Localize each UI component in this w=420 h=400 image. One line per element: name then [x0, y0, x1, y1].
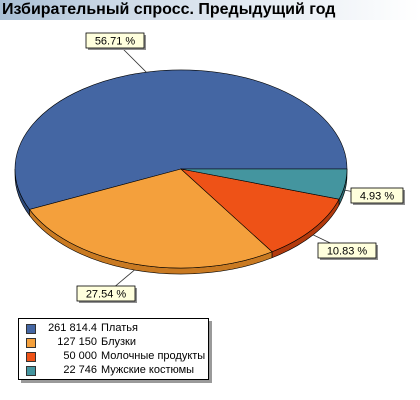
- percent-label-1: 56.71 %: [85, 32, 146, 50]
- title-bar: Избирательный спросс. Предыдущий год: [0, 0, 420, 20]
- legend-swatch: [26, 338, 36, 348]
- percent-label-text: 27.54 %: [86, 289, 127, 301]
- legend: 261 814.4 Платья 127 150 Блузки 50 000 Молочн…: [18, 318, 209, 380]
- percent-label-3: 10.83 %: [317, 242, 378, 260]
- pie-slice-2: [29, 168, 273, 269]
- percent-label-2: 27.54 %: [76, 285, 137, 303]
- legend-label: Платья: [101, 322, 138, 334]
- percent-labels: 56.71 % 27.54 % 10.83 % 4.93 %: [76, 32, 405, 303]
- legend-value: 261 814.4: [48, 322, 97, 334]
- legend-swatch: [26, 324, 36, 334]
- chart-title: Избирательный спросс. Предыдущий год: [2, 1, 336, 18]
- percent-label-text: 10.83 %: [327, 246, 368, 258]
- pie-slice-3: [180, 168, 340, 253]
- legend-value: 127 150: [57, 336, 97, 348]
- legend-value: 50 000: [63, 350, 97, 362]
- percent-label-text: 4.93 %: [360, 191, 394, 203]
- pie-slice-1: [14, 69, 348, 210]
- legend-item: 261 814.4 Платья: [19, 321, 208, 335]
- percent-label-text: 56.71 %: [95, 36, 136, 48]
- legend-item: 22 746 Мужские костюмы: [19, 363, 208, 377]
- legend-value: 22 746: [63, 364, 97, 376]
- legend-swatch: [26, 366, 36, 376]
- legend-label: Мужские костюмы: [101, 364, 195, 376]
- pie-slice-4: [180, 168, 348, 200]
- percent-label-4: 4.93 %: [350, 187, 405, 205]
- legend-item: 50 000 Молочные продукты: [19, 349, 208, 363]
- legend-label: Блузки: [101, 336, 137, 348]
- legend-swatch: [26, 352, 36, 362]
- legend-label: Молочные продукты: [101, 350, 206, 362]
- legend-item: 127 150 Блузки: [19, 335, 208, 349]
- pie-slices: [14, 69, 348, 269]
